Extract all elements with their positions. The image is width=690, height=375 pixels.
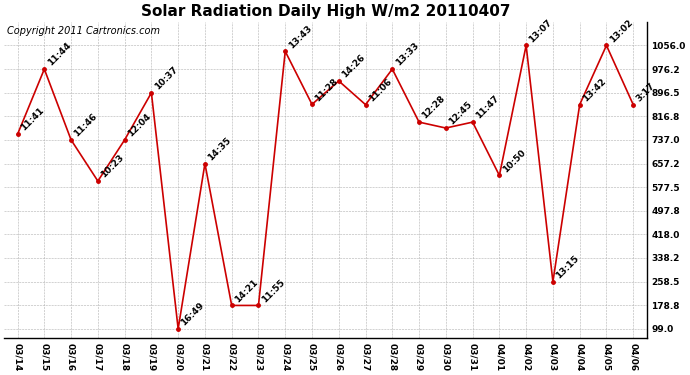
Text: 13:43: 13:43 bbox=[286, 23, 313, 50]
Text: 12:04: 12:04 bbox=[126, 112, 152, 138]
Text: Copyright 2011 Cartronics.com: Copyright 2011 Cartronics.com bbox=[8, 27, 160, 36]
Text: 11:28: 11:28 bbox=[313, 76, 340, 103]
Text: 14:21: 14:21 bbox=[233, 278, 259, 304]
Text: 10:50: 10:50 bbox=[501, 148, 527, 174]
Text: 11:47: 11:47 bbox=[474, 94, 501, 121]
Text: 16:49: 16:49 bbox=[179, 301, 206, 327]
Text: 13:33: 13:33 bbox=[394, 41, 420, 68]
Text: 10:23: 10:23 bbox=[99, 153, 126, 180]
Text: 3:17: 3:17 bbox=[635, 81, 657, 103]
Text: 11:41: 11:41 bbox=[19, 106, 46, 133]
Text: 14:26: 14:26 bbox=[340, 53, 367, 80]
Text: 14:35: 14:35 bbox=[206, 135, 233, 162]
Title: Solar Radiation Daily High W/m2 20110407: Solar Radiation Daily High W/m2 20110407 bbox=[141, 4, 510, 19]
Text: 11:44: 11:44 bbox=[46, 41, 72, 68]
Text: 11:06: 11:06 bbox=[367, 77, 393, 103]
Text: 13:07: 13:07 bbox=[528, 17, 554, 44]
Text: 10:37: 10:37 bbox=[152, 65, 179, 92]
Text: 13:15: 13:15 bbox=[554, 254, 581, 280]
Text: 12:45: 12:45 bbox=[447, 100, 474, 127]
Text: 13:42: 13:42 bbox=[581, 76, 608, 103]
Text: 13:02: 13:02 bbox=[608, 18, 634, 44]
Text: 11:46: 11:46 bbox=[72, 112, 99, 138]
Text: 11:55: 11:55 bbox=[260, 278, 286, 304]
Text: 12:28: 12:28 bbox=[420, 94, 447, 121]
